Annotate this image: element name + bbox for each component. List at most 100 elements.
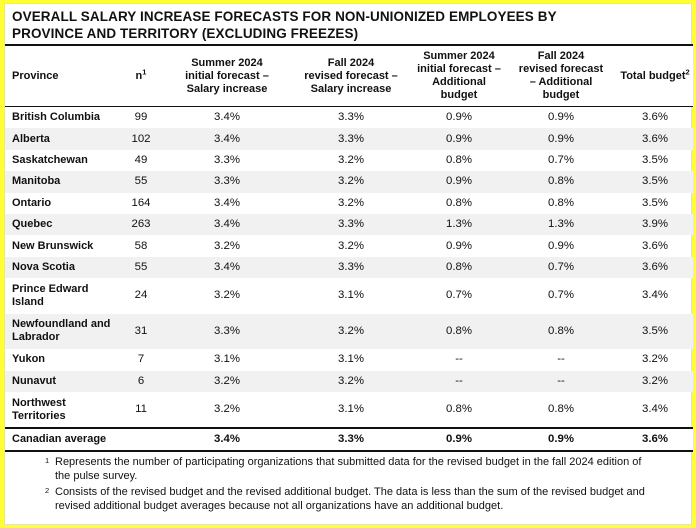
summer-add-cell: -- — [413, 370, 505, 392]
header-fall-salary: Fall 2024 revised forecast – Salary increa… — [289, 44, 413, 107]
table-row: Saskatchewan 49 3.3% 3.2% 0.8% 0.7% 3.5% — [5, 150, 693, 171]
summer-salary-cell: 3.1% — [214, 353, 240, 366]
average-n-cell — [117, 427, 165, 453]
fall-add-cell: 0.7% — [548, 289, 574, 302]
n-cell: 58 — [134, 239, 148, 252]
fall-add-cell: 1.3% — [505, 213, 617, 236]
table-row: Manitoba 55 3.3% 3.2% 0.9% 0.8% 3.5% — [5, 171, 693, 193]
province-cell: Prince Edward Island — [12, 282, 89, 308]
total-cell: 3.6% — [642, 239, 668, 252]
fall-add-cell: 0.9% — [548, 239, 574, 252]
fall-salary-cell: 3.2% — [289, 313, 413, 350]
total-cell: 3.5% — [642, 196, 668, 209]
province-cell: Manitoba — [5, 171, 117, 193]
province-cell: Saskatchewan — [12, 153, 88, 166]
average-summer-salary-cell: 3.4% — [165, 427, 289, 453]
summer-salary-cell: 3.4% — [214, 111, 240, 124]
province-cell: Newfoundland and Labrador — [5, 313, 117, 350]
header-fall-additional: Fall 2024 revised forecast – Additional bud… — [505, 44, 617, 107]
province-cell: Ontario — [12, 196, 52, 209]
footnote-1: 1 Represents the number of participating… — [45, 456, 645, 483]
average-label: Canadian average — [5, 427, 117, 453]
province-cell: Alberta — [5, 128, 117, 150]
total-cell: 3.6% — [617, 256, 693, 279]
footnote-1-text: Represents the number of participating o… — [55, 456, 642, 482]
header-summer-salary: Summer 2024 initial forecast – Salary incr… — [165, 44, 289, 107]
table-row: Northwest Territories 11 3.2% 3.1% 0.8% 0.8% 3.… — [5, 392, 693, 429]
fall-add-cell: 0.8% — [548, 196, 574, 209]
table-header-row: Province n1 Summer 2024 initial forecast … — [5, 44, 693, 107]
summer-add-cell: 1.3% — [413, 213, 505, 236]
n-cell: 164 — [131, 196, 151, 209]
summer-add-cell: 0.9% — [413, 171, 505, 193]
footnote-2-text: Consists of the revised budget and the r… — [55, 486, 645, 512]
table-row: Quebec 263 3.4% 3.3% 1.3% 1.3% 3.9% — [5, 213, 693, 236]
table-row: Prince Edward Island 24 3.2% 3.1% 0.7% 0.7% 3.4… — [5, 278, 693, 314]
table-row: Nova Scotia 55 3.4% 3.3% 0.8% 0.7% 3.6% — [5, 256, 693, 279]
average-row: Canadian average 3.4% 3.3% 0.9% 0.9% 3.6% — [5, 427, 693, 453]
total-cell: 3.2% — [642, 353, 668, 366]
average-total-cell: 3.6% — [617, 427, 693, 453]
document-frame: OVERALL SALARY INCREASE FORECASTS FOR NO… — [4, 3, 693, 525]
fall-salary-cell: 3.1% — [338, 403, 364, 416]
average-summer-add-cell: 0.9% — [413, 427, 505, 453]
summer-add-cell: 0.9% — [446, 111, 472, 124]
header-province: Province — [5, 44, 117, 107]
province-cell: Nova Scotia — [5, 256, 117, 279]
total-cell: 3.5% — [617, 171, 693, 193]
fall-salary-cell: 3.3% — [338, 111, 364, 124]
footnote-2: 2 Consists of the revised budget and the… — [45, 486, 645, 512]
n-cell: 6 — [117, 370, 165, 392]
header-total-budget: Total budget2 — [617, 44, 693, 107]
province-cell: New Brunswick — [12, 239, 94, 252]
summer-add-cell: -- — [455, 353, 463, 366]
page-title: OVERALL SALARY INCREASE FORECASTS FOR NO… — [12, 8, 612, 42]
summer-salary-cell: 3.4% — [165, 256, 289, 279]
fall-add-cell: -- — [505, 370, 617, 392]
summer-salary-cell: 3.3% — [214, 153, 240, 166]
fall-salary-cell: 3.3% — [289, 213, 413, 236]
n-cell: 263 — [117, 213, 165, 236]
n-cell: 7 — [137, 353, 145, 366]
summer-salary-cell: 3.3% — [165, 171, 289, 193]
table-row: British Columbia 99 3.4% 3.3% 0.9% 0.9% 3.6% — [5, 107, 693, 129]
fall-add-cell: 0.7% — [548, 153, 574, 166]
table-row: Alberta 102 3.4% 3.3% 0.9% 0.9% 3.6% — [5, 128, 693, 150]
fall-salary-cell: 3.1% — [338, 353, 364, 366]
title-line-2: PROVINCE AND TERRITORY (EXCLUDING FREEZE… — [12, 26, 359, 41]
footnotes: 1 Represents the number of participating… — [45, 456, 645, 516]
province-cell: Quebec — [5, 213, 117, 236]
total-cell: 3.6% — [642, 111, 668, 124]
fall-salary-cell: 3.3% — [289, 128, 413, 150]
fall-salary-cell: 3.2% — [338, 239, 364, 252]
n-cell: 24 — [134, 289, 148, 302]
summer-add-cell: 0.8% — [446, 153, 472, 166]
summer-add-cell: 0.7% — [446, 289, 472, 302]
total-cell: 3.5% — [617, 313, 693, 350]
fall-salary-cell: 3.2% — [338, 153, 364, 166]
table-row: Ontario 164 3.4% 3.2% 0.8% 0.8% 3.5% — [5, 193, 693, 214]
fall-add-cell: 0.8% — [548, 403, 574, 416]
header-n: n1 — [117, 44, 165, 107]
fall-salary-cell: 3.2% — [289, 370, 413, 392]
total-cell: 3.4% — [642, 403, 668, 416]
summer-salary-cell: 3.4% — [214, 196, 240, 209]
fall-salary-cell: 3.2% — [338, 196, 364, 209]
province-cell: British Columbia — [12, 111, 101, 124]
n-cell: 49 — [134, 153, 148, 166]
salary-forecast-table: Province n1 Summer 2024 initial forecast … — [5, 44, 693, 453]
table-row: Newfoundland and Labrador 31 3.3% 3.2% 0.8% 0.… — [5, 313, 693, 350]
province-cell: Yukon — [12, 353, 46, 366]
summer-salary-cell: 3.2% — [165, 370, 289, 392]
n-cell: 11 — [135, 403, 147, 416]
total-cell: 3.9% — [617, 213, 693, 236]
table-row: New Brunswick 58 3.2% 3.2% 0.9% 0.9% 3.6% — [5, 235, 693, 256]
fall-salary-cell: 3.1% — [338, 289, 364, 302]
summer-add-cell: 0.8% — [446, 403, 472, 416]
table-row: Yukon 7 3.1% 3.1% -- -- 3.2% — [5, 349, 693, 370]
n-cell: 31 — [117, 313, 165, 350]
average-fall-salary-cell: 3.3% — [289, 427, 413, 453]
n-cell: 102 — [117, 128, 165, 150]
average-fall-add-cell: 0.9% — [505, 427, 617, 453]
fall-add-cell: -- — [557, 353, 565, 366]
